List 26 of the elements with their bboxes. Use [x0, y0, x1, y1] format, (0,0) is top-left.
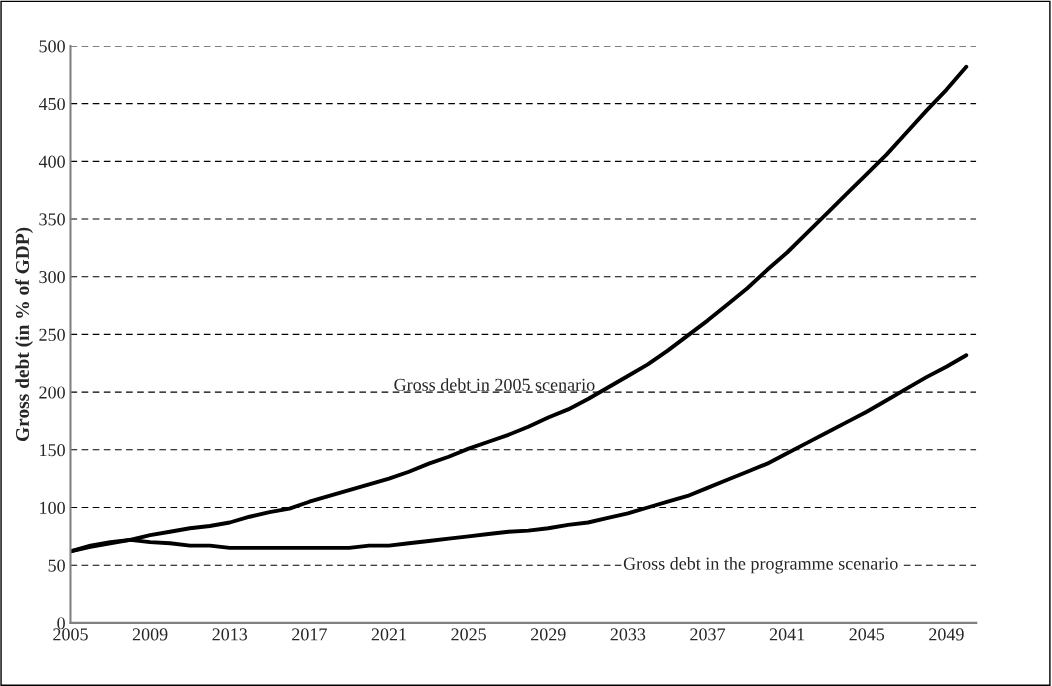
x-tick-label: 2049 [929, 628, 964, 641]
x-tick-label: 2037 [690, 628, 726, 641]
y-tick-label: 0 [57, 617, 65, 630]
y-axis-title: Gross debt (in % of GDP) [15, 227, 33, 442]
annotation: Gross debt in the programme scenario [623, 556, 898, 574]
x-tick-label: 2017 [292, 628, 327, 641]
y-tick-label: 400 [38, 155, 65, 168]
y-tick-label: 50 [48, 559, 65, 572]
y-tick-label: 500 [39, 40, 65, 53]
x-tick-label: 2045 [849, 628, 885, 641]
x-tick-label: 2013 [212, 628, 248, 641]
y-tick-label: 100 [40, 501, 65, 514]
x-tick-label: 2033 [610, 628, 646, 641]
x-tick-label: 2025 [451, 628, 486, 641]
y-tick-label: 150 [40, 444, 65, 457]
x-tick-label: 2021 [371, 628, 406, 641]
y-tick-label: 200 [39, 386, 65, 399]
x-tick-label: 2009 [132, 628, 168, 641]
annotation: Gross debt in 2005 scenario [394, 378, 595, 391]
y-tick-label: 450 [38, 97, 65, 111]
y-tick-label: 350 [39, 213, 65, 226]
y-tick-label: 250 [39, 328, 65, 341]
x-tick-label: 2029 [530, 628, 566, 641]
x-tick-label: 2005 [53, 628, 88, 641]
y-tick-label: 300 [39, 270, 65, 284]
x-tick-label: 2041 [769, 628, 805, 641]
